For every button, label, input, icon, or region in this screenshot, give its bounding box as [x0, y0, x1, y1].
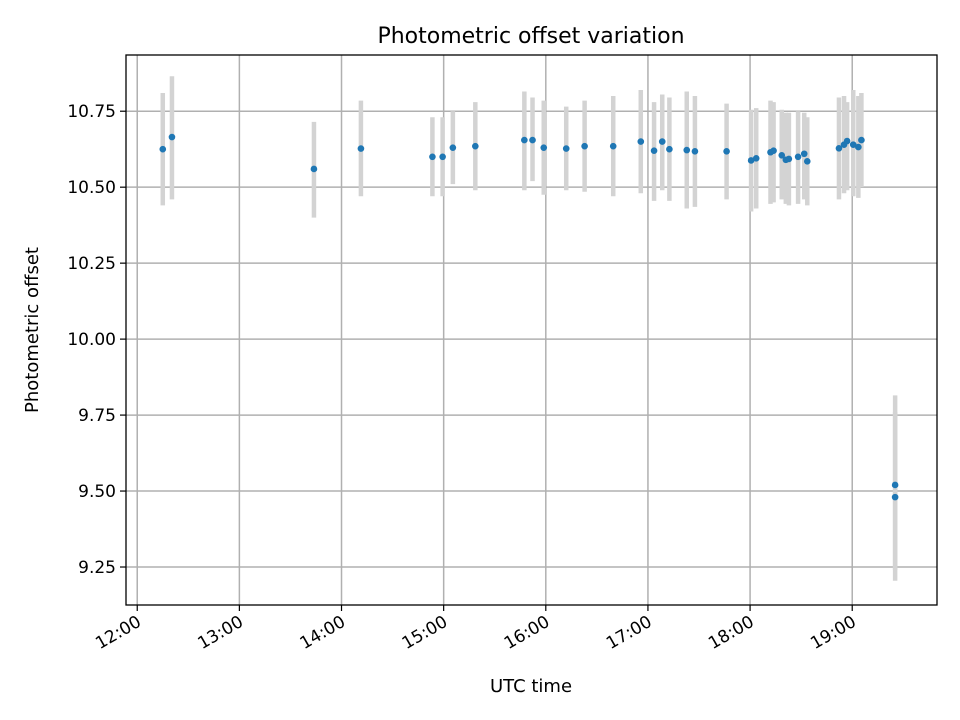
data-point: [803, 158, 811, 165]
data-point: [609, 142, 617, 150]
data-point: [770, 147, 777, 155]
data-point: [778, 151, 786, 159]
data-point: [357, 145, 365, 152]
data-point: [891, 493, 899, 501]
data-point: [835, 144, 843, 152]
y-tick-label: 10.00: [67, 330, 116, 350]
data-point: [666, 145, 673, 153]
y-tick-label: 9.50: [78, 482, 116, 502]
data-point: [581, 142, 588, 150]
data-point: [747, 157, 755, 164]
data-point: [891, 481, 899, 489]
data-point: [650, 147, 658, 155]
x-axis-label: UTC time: [490, 676, 572, 697]
data-point: [843, 137, 851, 145]
data-point: [159, 145, 167, 153]
data-point: [752, 155, 760, 162]
data-point: [439, 153, 446, 161]
data-point: [472, 142, 479, 150]
data-point: [658, 138, 666, 145]
y-tick-label: 9.75: [78, 406, 116, 426]
data-point: [723, 148, 730, 155]
data-point: [310, 165, 318, 173]
plot-frame: [125, 54, 938, 606]
data-point: [637, 138, 645, 145]
y-axis-label: Photometric offset: [22, 247, 43, 413]
data-point: [785, 155, 793, 163]
y-tick-label: 10.75: [67, 102, 116, 122]
y-tick-label: 10.50: [67, 178, 116, 198]
data-point: [800, 150, 808, 158]
y-tick-label: 9.25: [78, 558, 116, 578]
chart-title: Photometric offset variation: [377, 24, 684, 49]
data-point: [540, 144, 548, 151]
data-point: [849, 141, 857, 148]
data-point: [794, 153, 802, 161]
data-point: [858, 136, 865, 144]
data-point: [449, 144, 457, 151]
data-point: [429, 153, 436, 161]
data-point: [855, 143, 862, 151]
data-point: [691, 148, 699, 155]
data-point: [168, 133, 176, 141]
data-point: [529, 136, 536, 144]
data-point: [521, 136, 528, 144]
y-tick-label: 10.25: [67, 254, 116, 274]
data-point: [683, 146, 691, 154]
data-points: [159, 133, 899, 501]
grid-lines: [126, 55, 937, 605]
data-point: [562, 145, 570, 152]
